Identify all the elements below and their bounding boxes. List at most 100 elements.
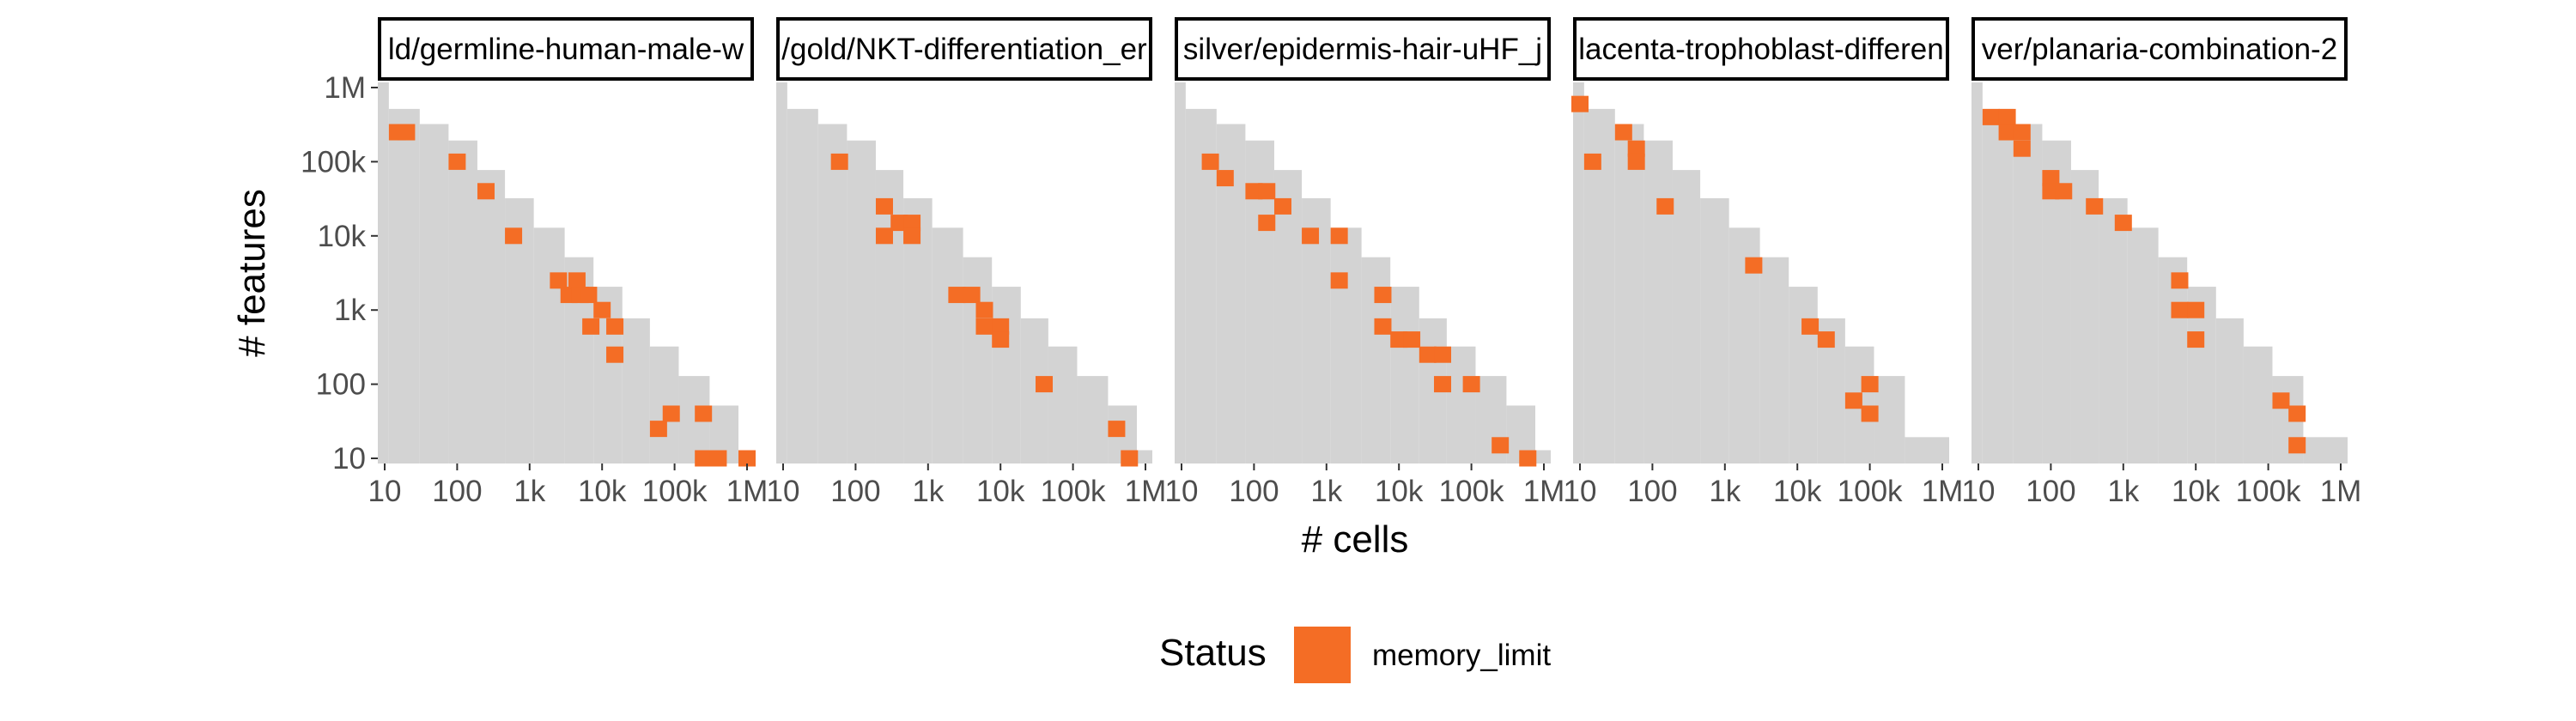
memory-limit-tile	[606, 346, 624, 363]
x-tick-label: 10	[1962, 475, 1996, 508]
region-bar	[1390, 287, 1419, 464]
memory-limit-tile	[1817, 331, 1835, 348]
memory-limit-tile	[2055, 183, 2073, 200]
region-bar	[1759, 257, 1789, 464]
memory-limit-tile	[1258, 215, 1276, 232]
memory-limit-tile	[1614, 124, 1632, 141]
memory-limit-tile	[1571, 95, 1589, 112]
x-tick-label: 1k	[1709, 475, 1741, 508]
region-bar	[2127, 227, 2159, 464]
y-tick-label: 10	[332, 442, 366, 476]
memory-limit-tile	[649, 421, 667, 438]
facet-strip-title: ld/germline-human-male-w	[388, 33, 744, 66]
memory-limit-tile	[2187, 331, 2205, 348]
region-bar	[1573, 82, 1584, 464]
x-tick-label: 10	[1165, 475, 1199, 508]
x-tick-label: 10	[1564, 475, 1597, 508]
facet-strip-title: silver/epidermis-hair-uHF_j	[1183, 33, 1542, 66]
memory-limit-tile	[662, 405, 680, 422]
memory-limit-tile	[1434, 346, 1452, 363]
memory-limit-tile	[1982, 108, 2000, 125]
memory-limit-tile	[948, 287, 966, 304]
y-tick-label: 1M	[324, 71, 366, 105]
memory-limit-tile	[550, 272, 568, 289]
memory-limit-tile	[709, 450, 727, 467]
memory-limit-tile	[1519, 450, 1537, 467]
facet-panel-5: ver/planaria-combination-2 10 100 1k 10k 100k…	[1962, 17, 2362, 508]
memory-limit-tile	[582, 318, 600, 335]
x-tick-label: 100	[1627, 475, 1677, 508]
memory-limit-tile	[1216, 170, 1234, 187]
memory-limit-tile	[1844, 392, 1862, 409]
x-tick-label: 1k	[2107, 475, 2139, 508]
region-bar	[388, 108, 420, 464]
memory-limit-tile	[1801, 318, 1820, 335]
region-bar	[787, 108, 818, 464]
memory-limit-tile	[1108, 421, 1126, 438]
memory-limit-tile	[1403, 331, 1421, 348]
memory-limit-tile	[1374, 287, 1392, 304]
memory-limit-tile	[1330, 272, 1348, 289]
x-tick-label: 1M	[1523, 475, 1565, 508]
region-bar	[1330, 227, 1362, 464]
memory-limit-tile	[2042, 170, 2060, 187]
memory-limit-tile	[738, 450, 756, 467]
panels: ld/germline-human-male-w 10 100 1k 10k 100k 1M…	[301, 17, 2362, 508]
x-tick-label: 1M	[726, 475, 769, 508]
memory-limit-tile	[398, 124, 416, 141]
memory-limit-tile	[975, 318, 993, 335]
region-bar	[776, 82, 787, 464]
memory-limit-tile	[1036, 376, 1054, 393]
region-bar	[817, 124, 848, 464]
region-bar	[2070, 170, 2099, 464]
region-bar	[1446, 346, 1476, 464]
region-bar	[2158, 257, 2188, 464]
x-axis-title: # cells	[1302, 518, 1409, 560]
x-tick-label: 10	[767, 475, 800, 508]
region-bar	[1700, 197, 1729, 464]
facet-strip-title: lacenta-trophoblast-differen	[1578, 33, 1943, 66]
memory-limit-tile	[2013, 140, 2031, 157]
memory-limit-tile	[1627, 153, 1645, 170]
region-bar	[477, 170, 506, 464]
region-bar	[448, 140, 477, 464]
memory-limit-tile	[1998, 124, 2016, 141]
region-bar	[2099, 197, 2128, 464]
x-tick-label: 100	[432, 475, 482, 508]
region-bar	[649, 346, 679, 464]
memory-limit-tile	[1656, 197, 1674, 215]
memory-limit-tile	[1745, 257, 1763, 274]
x-tick-label: 1M	[1125, 475, 1167, 508]
x-tick-label: 100k	[1838, 475, 1903, 508]
facet-strip-box	[1573, 17, 1949, 81]
x-tick-label: 100k	[642, 475, 708, 508]
memory-limit-tile	[1492, 437, 1510, 454]
region-bar	[1982, 108, 2014, 464]
region-bar	[1614, 124, 1644, 464]
x-tick-label: 100	[2026, 475, 2075, 508]
legend-label-memory-limit: memory_limit	[1372, 639, 1551, 672]
memory-limit-tile	[1861, 405, 1879, 422]
memory-limit-tile	[593, 301, 611, 318]
memory-limit-tile	[1201, 153, 1219, 170]
memory-limit-tile	[1121, 450, 1139, 467]
memory-limit-tile	[606, 318, 624, 335]
region-bar	[419, 124, 449, 464]
memory-limit-tile	[1258, 183, 1276, 200]
memory-limit-tile	[992, 318, 1010, 335]
memory-limit-tile	[992, 331, 1010, 348]
y-axis-title: # features	[231, 189, 273, 357]
region-bar	[378, 82, 389, 464]
legend-key-memory-limit	[1294, 627, 1351, 683]
memory-limit-tile	[1998, 108, 2016, 125]
legend-title: Status	[1159, 632, 1267, 674]
region-bar	[1672, 170, 1701, 464]
legend: Status memory_limit	[1159, 627, 1551, 683]
facet-panel-3: silver/epidermis-hair-uHF_j 10 100 1k 10k 100…	[1165, 17, 1565, 508]
region-bar	[2215, 318, 2244, 464]
x-tick-label: 1M	[2320, 475, 2362, 508]
facet-panel-4: lacenta-trophoblast-differen 10 100 1k 10k 10…	[1564, 17, 1963, 508]
region-bar	[1273, 170, 1303, 464]
x-tick-label: 1k	[1310, 475, 1342, 508]
